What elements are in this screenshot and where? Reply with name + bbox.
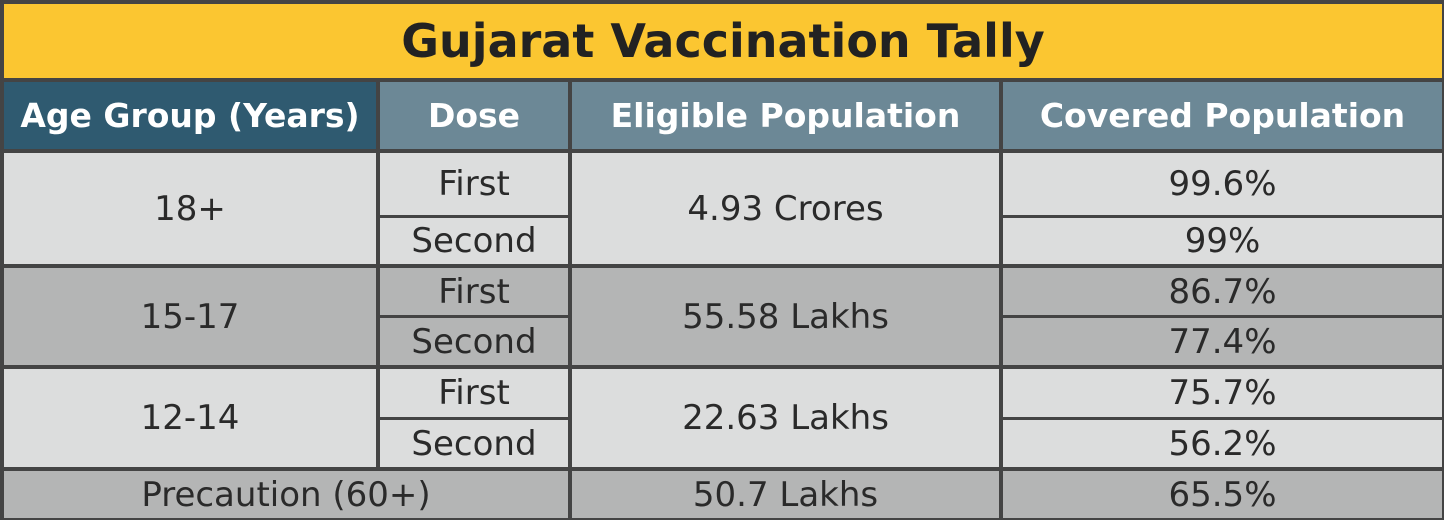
covered-population-cell: 77.4% [1003, 318, 1442, 365]
covered-population-cell: 56.2% [1003, 420, 1442, 467]
header-covered-population: Covered Population [1003, 82, 1442, 149]
covered-population-cell: 65.5% [1003, 471, 1442, 518]
eligible-population-cell: 55.58 Lakhs [572, 268, 999, 365]
eligible-population-cell: 50.7 Lakhs [572, 471, 999, 518]
dose-cell: First [380, 369, 568, 417]
eligible-population-cell: 22.63 Lakhs [572, 369, 999, 467]
dose-cell: Second [380, 318, 568, 365]
age-group-cell: 18+ [4, 153, 376, 264]
dose-cell: First [380, 268, 568, 315]
header-eligible-population: Eligible Population [572, 82, 999, 149]
dose-cell: Second [380, 420, 568, 467]
precaution-label-cell: Precaution (60+) [4, 471, 568, 518]
header-dose: Dose [380, 82, 568, 149]
header-age-group: Age Group (Years) [4, 82, 376, 149]
age-group-cell: 15-17 [4, 268, 376, 365]
dose-cell: First [380, 153, 568, 215]
covered-population-cell: 99.6% [1003, 153, 1442, 215]
eligible-population-cell: 4.93 Crores [572, 153, 999, 264]
covered-population-cell: 75.7% [1003, 369, 1442, 417]
covered-population-cell: 86.7% [1003, 268, 1442, 315]
covered-population-cell: 99% [1003, 218, 1442, 264]
table-title: Gujarat Vaccination Tally [4, 4, 1442, 78]
dose-cell: Second [380, 218, 568, 264]
age-group-cell: 12-14 [4, 369, 376, 467]
